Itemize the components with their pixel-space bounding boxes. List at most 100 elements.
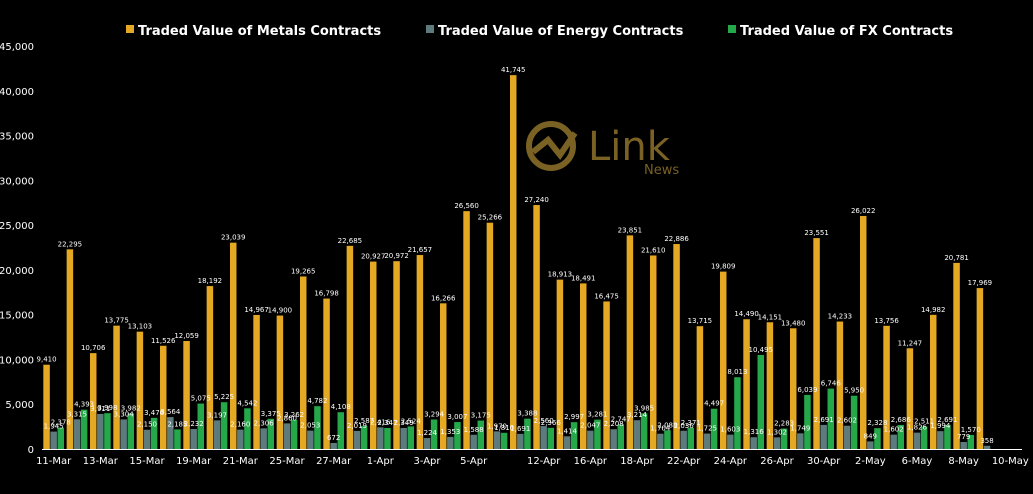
x-tick-label: 16-Apr	[574, 456, 608, 467]
bar-series-2	[633, 420, 641, 449]
bar-series-3	[454, 422, 461, 449]
bar-series-3	[687, 427, 695, 449]
bar-series-1	[369, 261, 377, 449]
x-tick-label: 5-Apr	[460, 456, 488, 467]
bar-series-1	[89, 353, 97, 449]
x-tick-label: 30-Apr	[807, 456, 841, 467]
bar-series-3	[967, 434, 975, 449]
bar-series-2	[703, 433, 711, 449]
watermark-sub: News	[644, 163, 679, 178]
data-label: 5,950	[844, 387, 864, 395]
bar-series-1	[673, 244, 680, 449]
bar-series-3	[757, 355, 765, 449]
bar-series-3	[594, 419, 601, 449]
bar-series-1	[183, 341, 190, 449]
x-tick-label: 24-Apr	[714, 456, 748, 467]
legend-label-1: Traded Value of Metals Contracts	[138, 24, 381, 39]
bar-series-3	[267, 418, 275, 449]
bar-series-3	[897, 424, 905, 449]
data-label: 5,225	[214, 393, 234, 401]
bar-series-3	[920, 426, 928, 449]
y-tick-label: 5,000	[5, 400, 34, 411]
bar-series-1	[66, 249, 74, 449]
bar-series-2	[727, 434, 734, 449]
data-label: 20,972	[384, 252, 409, 260]
bar-series-1	[206, 286, 214, 449]
legend-swatch-2	[426, 25, 434, 33]
bar-series-3	[244, 408, 251, 449]
x-tick-label: 13-Mar	[83, 456, 119, 467]
bar-series-3	[430, 419, 438, 449]
bar-series-3	[477, 420, 485, 449]
bar-series-2	[307, 430, 314, 449]
watermark-brand: Link	[588, 124, 671, 170]
data-label: 1,302	[767, 428, 787, 436]
legend-swatch-1	[126, 25, 134, 33]
data-label: 3,197	[207, 411, 227, 419]
data-label: 1,994	[930, 422, 951, 430]
data-label: 11,526	[151, 337, 176, 345]
bar-series-3	[174, 429, 181, 449]
bar-series-2	[587, 430, 594, 449]
y-axis: 0 5,000 10,000 15,000 20,000 25,000 30,000 35,0…	[0, 42, 34, 456]
data-label: 779	[957, 433, 970, 441]
data-label: 2,019	[347, 422, 367, 430]
data-label: 3,294	[424, 411, 445, 419]
y-tick-label: 30,000	[0, 176, 34, 187]
x-tick-label: 6-May	[902, 456, 933, 467]
data-label: 2,691	[814, 416, 834, 424]
bar-series-1	[393, 261, 400, 449]
data-label: 19,265	[291, 267, 316, 275]
bar-series-2	[797, 433, 804, 449]
x-tick-label: 2-May	[855, 456, 886, 467]
bar-series-3	[384, 427, 391, 449]
bar-series-1	[416, 255, 424, 449]
data-label: 3,262	[284, 411, 304, 419]
x-tick-label: 19-Mar	[176, 456, 212, 467]
bar-series-2	[353, 430, 361, 449]
data-label: 2,306	[254, 419, 275, 427]
data-label: 13,756	[874, 317, 899, 325]
data-label: 3,375	[261, 410, 281, 418]
bar-series-3	[874, 428, 881, 449]
data-label: 2,349	[394, 419, 414, 427]
data-label: 2,366	[541, 419, 562, 427]
data-label: 1,691	[510, 425, 530, 433]
bar-series-1	[486, 222, 494, 449]
y-tick-label: 10,000	[0, 355, 34, 366]
data-label: 3,564	[160, 408, 181, 416]
x-tick-label: 25-Mar	[269, 456, 305, 467]
bars-layer	[43, 75, 991, 449]
data-label: 10,706	[81, 344, 106, 352]
data-label: 5,075	[191, 395, 211, 403]
bar-series-3	[407, 426, 415, 449]
data-label: 6,039	[797, 386, 817, 394]
data-label: 25,266	[478, 214, 503, 222]
bar-series-2	[423, 438, 431, 449]
bar-series-2	[563, 436, 571, 449]
data-label: 2,691	[937, 416, 957, 424]
data-label: 849	[864, 432, 877, 440]
x-tick-label: 11-Mar	[36, 456, 72, 467]
bar-series-1	[463, 211, 470, 449]
bar-series-2	[750, 437, 757, 449]
data-label: 13,715	[688, 317, 713, 325]
bar-series-3	[664, 430, 671, 449]
data-label: 1,414	[557, 427, 578, 435]
x-tick-label: 1-Apr	[367, 456, 395, 467]
bar-series-1	[626, 235, 634, 449]
data-label: 13,103	[128, 323, 153, 331]
bar-series-1	[136, 331, 144, 449]
data-label: 3,214	[627, 411, 648, 419]
y-tick-label: 25,000	[0, 221, 34, 232]
bar-series-2	[517, 433, 524, 449]
data-label: 2,047	[580, 422, 600, 430]
data-label: 18,192	[198, 277, 223, 285]
data-label: 23,039	[221, 234, 246, 242]
data-label: 22,685	[338, 237, 363, 245]
data-label: 1,603	[720, 426, 740, 434]
bar-series-1	[439, 303, 447, 449]
bar-series-3	[104, 413, 111, 449]
bar-series-1	[719, 271, 727, 449]
y-tick-label: 20,000	[0, 266, 34, 277]
